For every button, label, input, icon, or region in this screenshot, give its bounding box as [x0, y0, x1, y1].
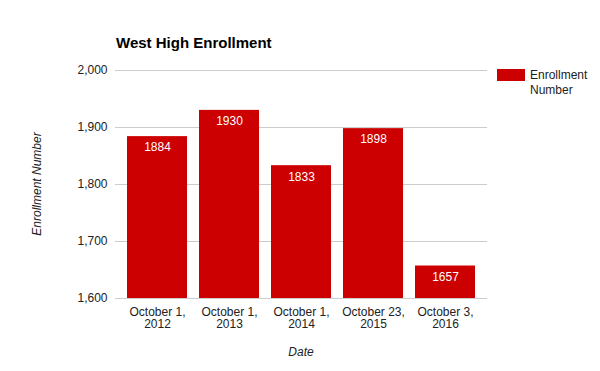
svg-text:1,700: 1,700	[77, 234, 107, 248]
svg-text:1,800: 1,800	[77, 177, 107, 191]
svg-text:October 3,2016: October 3,2016	[417, 305, 473, 331]
svg-text:1,600: 1,600	[77, 291, 107, 305]
html-text:West High Enrollment: West High Enrollment	[116, 34, 272, 51]
svg-text:1898: 1898	[360, 132, 387, 146]
svg-text:October 1,2014: October 1,2014	[273, 305, 329, 331]
svg-text:1833: 1833	[288, 170, 315, 184]
svg-text:October 23,2015: October 23,2015	[342, 305, 405, 331]
svg-text:October 1,2012: October 1,2012	[129, 305, 185, 331]
svg-text:1657: 1657	[432, 270, 459, 284]
svg-text:1884: 1884	[144, 140, 171, 154]
svg-text:1,900: 1,900	[77, 120, 107, 134]
html-text:Date: Date	[288, 345, 314, 359]
html-text:Enrollment Number: Enrollment Number	[30, 132, 44, 236]
svg-text:1930: 1930	[216, 114, 243, 128]
html-text:Enrollment Number: Enrollment Number	[530, 68, 588, 97]
svg-text:October 1,2013: October 1,2013	[201, 305, 257, 331]
svg-text:2,000: 2,000	[77, 63, 107, 77]
